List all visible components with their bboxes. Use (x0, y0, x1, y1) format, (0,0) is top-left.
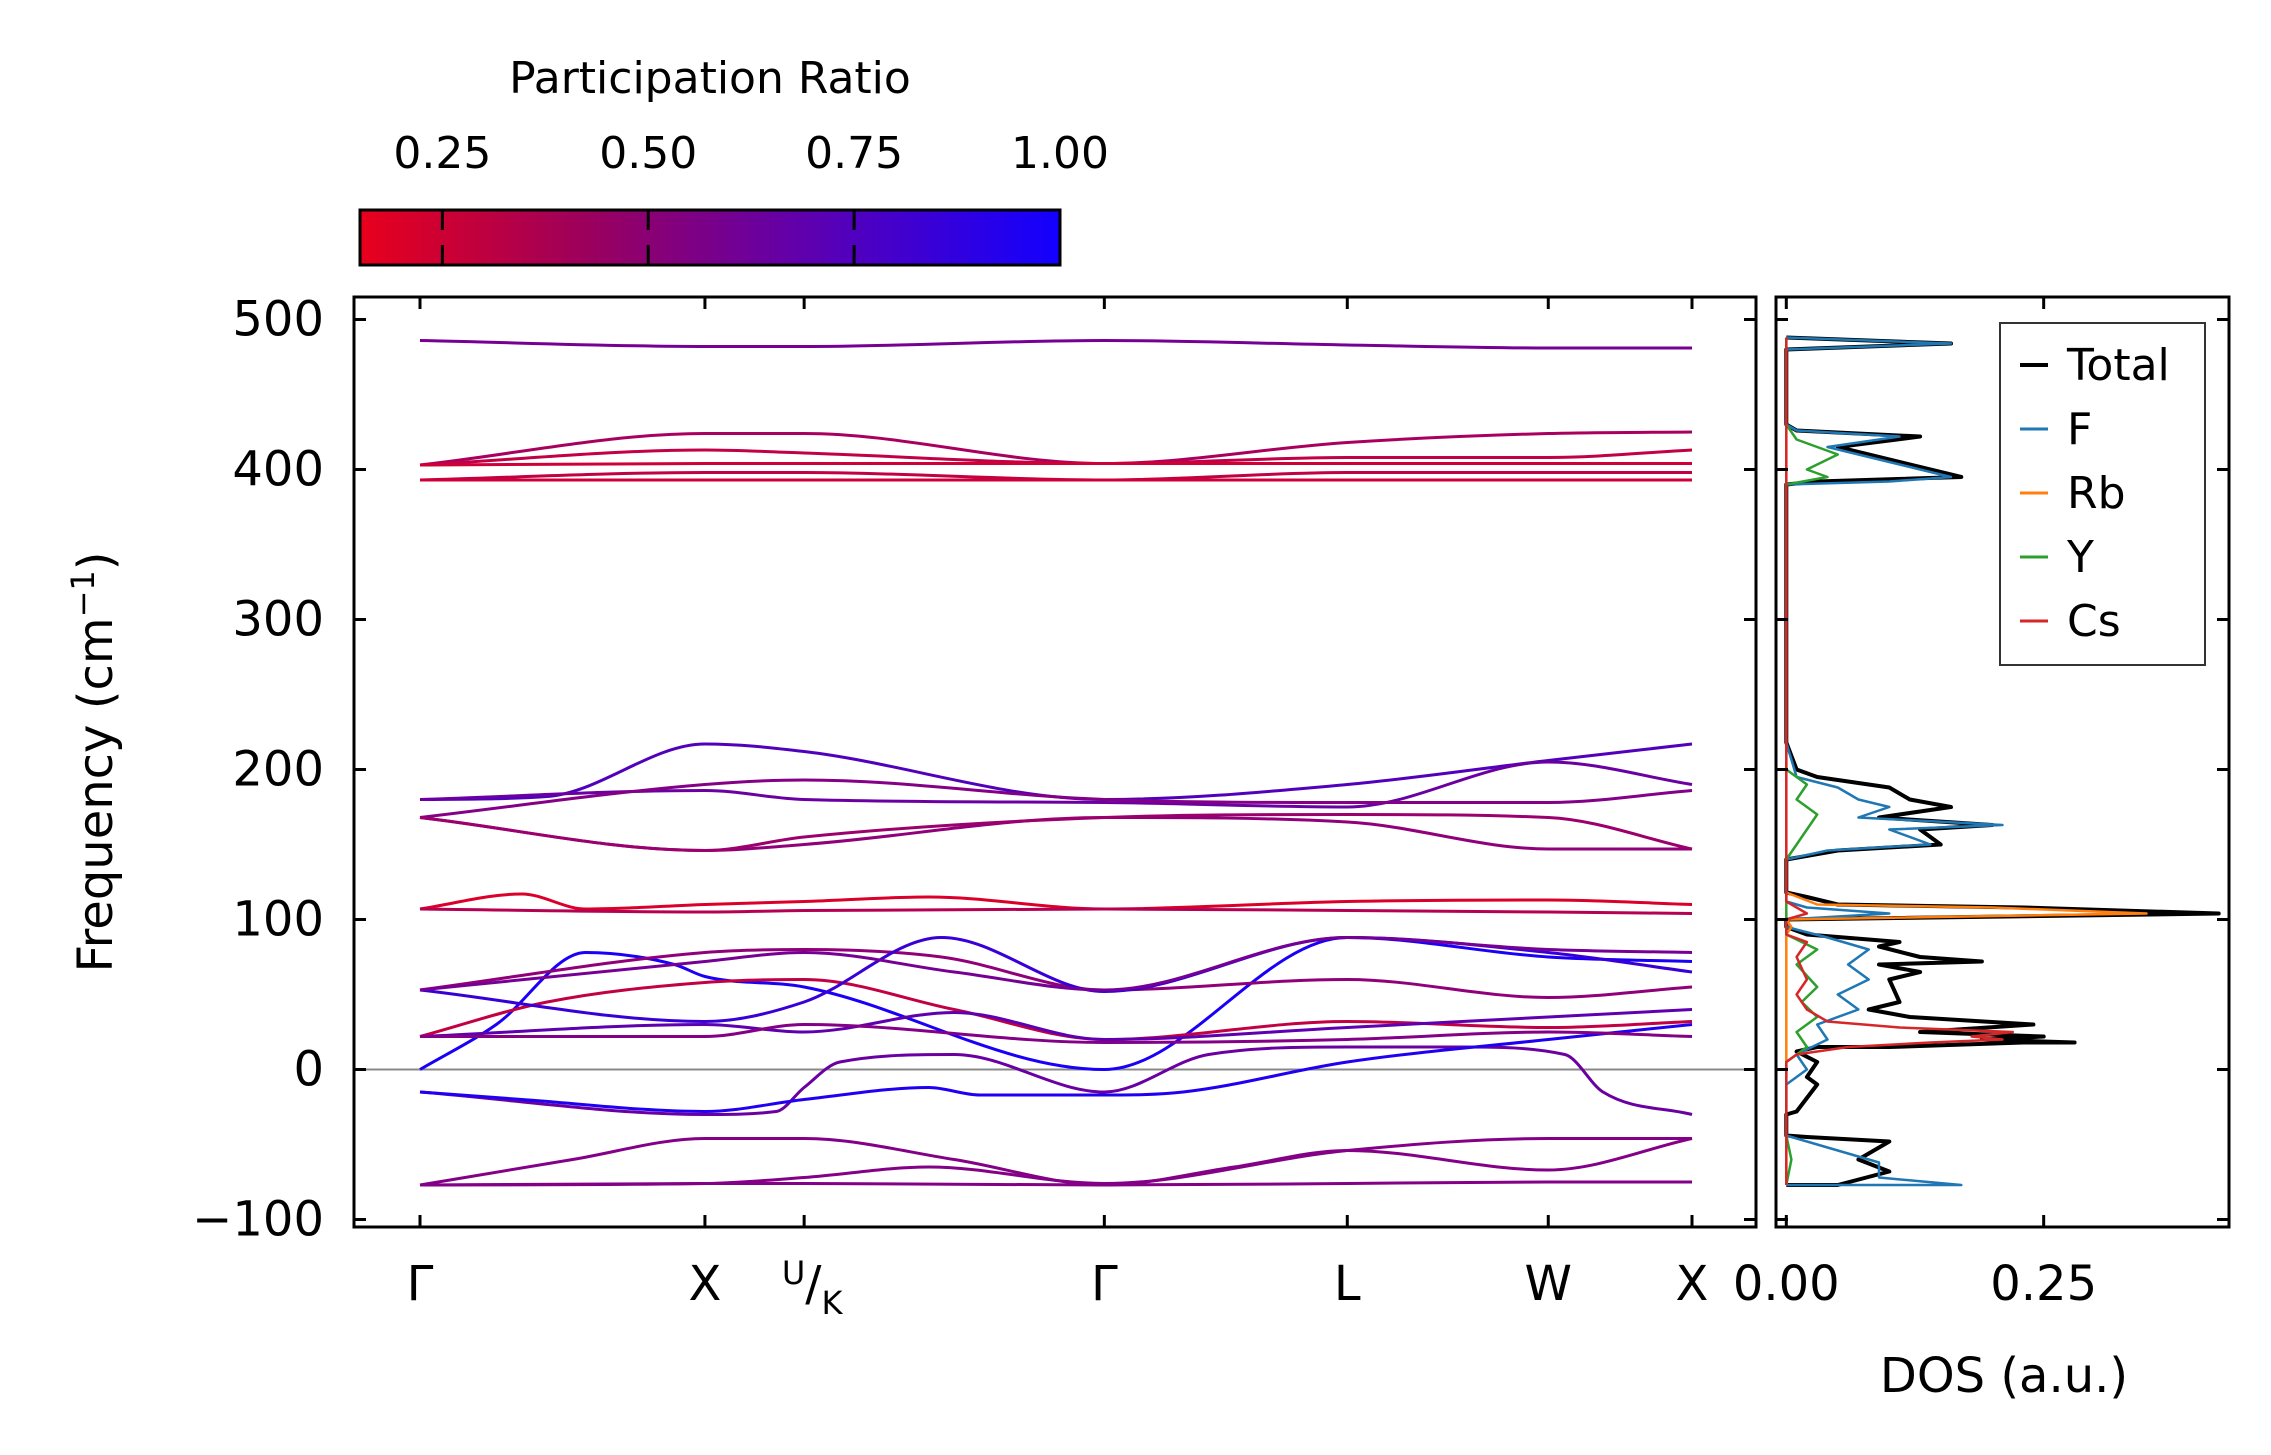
legend-label-y: Y (2066, 532, 2094, 583)
band-line-band17 (420, 780, 1692, 818)
colorbar-tick-label: 0.25 (393, 128, 491, 179)
dos-x-axis-label: DOS (a.u.) (1880, 1348, 2128, 1404)
band-line-band13 (420, 894, 1692, 909)
colorbar-tick-label: 0.75 (805, 128, 903, 179)
x-tick-label-kpoint: W (1525, 1256, 1572, 1312)
x-tick-label-kpoint: L (1334, 1256, 1361, 1312)
band-line-band02 (420, 1139, 1692, 1186)
band-line-band20 (420, 432, 1692, 465)
legend-label-cs: Cs (2067, 596, 2121, 647)
band-line-band03 (420, 1139, 1692, 1186)
band-line-band25 (420, 341, 1692, 349)
legend-label-f: F (2067, 404, 2092, 455)
x-tick-label-kpoint: X (1676, 1256, 1709, 1312)
colorbar-tick-label: 0.50 (599, 128, 697, 179)
dos-x-tick-label: 0.00 (1733, 1256, 1840, 1312)
band-line-band11 (420, 938, 1692, 1022)
x-tick-label-kpoint: X (688, 1256, 721, 1312)
y-tick-label: 200 (232, 742, 324, 798)
colorbar-tick-label: 1.00 (1011, 128, 1109, 179)
y-tick-label: 100 (232, 892, 324, 948)
dos-panel: 0.00 0.25 DOS (a.u.) Total F Rb Y Cs (1733, 297, 2229, 1404)
colorbar-gradient (360, 210, 1060, 265)
y-tick-label: −100 (192, 1192, 324, 1248)
y-tick-label: 300 (232, 592, 324, 648)
legend-label-rb: Rb (2067, 468, 2126, 519)
colorbar-label: Participation Ratio (509, 53, 911, 104)
x-tick-label-kpoint: Γ (1091, 1256, 1118, 1312)
band-line-band16 (420, 762, 1692, 807)
y-tick-label: 400 (232, 442, 324, 498)
legend-label-total: Total (2066, 340, 2170, 391)
y-axis-label: Frequency (cm−1) (64, 551, 124, 972)
band-line-band04 (420, 1047, 1692, 1115)
colorbar: Participation Ratio 0.25 0.50 0.75 1.00 (360, 53, 1109, 265)
dos-x-tick-label: 0.25 (1990, 1256, 2097, 1312)
x-tick-label-kpoint: Γ (407, 1256, 434, 1312)
band-line-band07 (420, 980, 1692, 1040)
y-tick-label: 0 (293, 1042, 324, 1098)
y-tick-label: 500 (232, 292, 324, 348)
band-structure-panel: Γ X U/K Γ L W X −100 0 100 200 300 400 500 Frequency… (64, 292, 1756, 1323)
band-line-band22 (420, 464, 1692, 466)
band-line-band10 (420, 950, 1692, 998)
figure: Participation Ratio 0.25 0.50 0.75 1.00 Γ X U… (0, 0, 2271, 1455)
x-tick-label-kpoint: U/K (782, 1254, 844, 1322)
band-line-band06 (420, 938, 1692, 1070)
legend: Total F Rb Y Cs (2000, 323, 2205, 665)
